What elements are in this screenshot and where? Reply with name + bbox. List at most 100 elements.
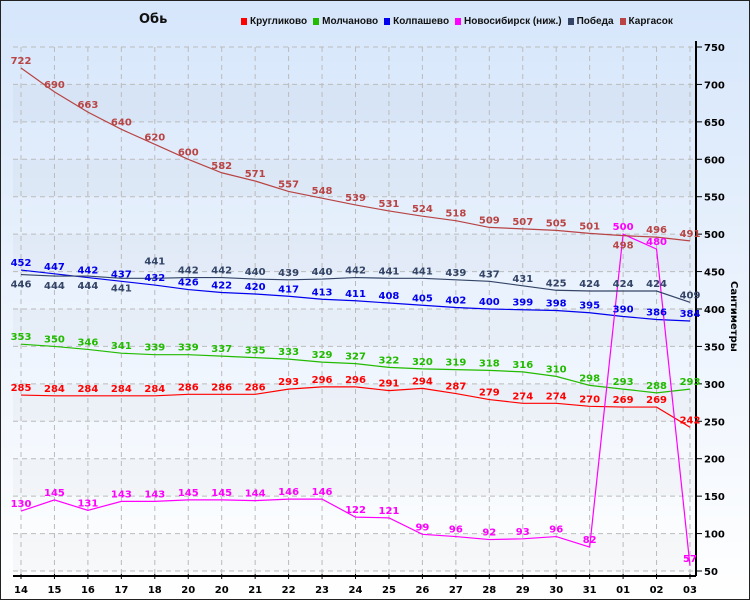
y-tick-label: 550 — [704, 193, 725, 204]
data-label: 437 — [111, 269, 132, 280]
data-label: 284 — [111, 384, 132, 395]
data-label: 690 — [44, 80, 65, 91]
legend-item[interactable]: Молчаново — [313, 16, 378, 27]
data-label: 386 — [646, 307, 667, 318]
y-tick-label: 250 — [704, 417, 725, 428]
data-label: 420 — [245, 282, 266, 293]
data-label: 335 — [245, 346, 266, 357]
legend-item[interactable]: Кругликово — [241, 16, 307, 27]
series-line — [20, 386, 691, 428]
data-label: 145 — [44, 488, 65, 499]
legend-label: Молчаново — [322, 16, 379, 27]
data-label: 319 — [445, 358, 466, 369]
data-label: 96 — [449, 525, 463, 536]
data-label: 663 — [77, 100, 98, 111]
x-tick-label: 30 — [549, 585, 563, 596]
data-label: 130 — [11, 499, 32, 510]
data-label: 442 — [77, 266, 98, 277]
data-label: 600 — [178, 147, 199, 158]
data-label: 408 — [379, 291, 400, 302]
x-tick-label: 27 — [449, 585, 463, 596]
y-tick-label: 600 — [704, 155, 725, 166]
data-label: 327 — [345, 352, 366, 363]
x-tick-label: 18 — [148, 585, 162, 596]
data-label: 57 — [683, 554, 697, 565]
data-label: 442 — [211, 266, 232, 277]
y-tick-label: 400 — [704, 305, 725, 316]
data-label: 439 — [278, 268, 299, 279]
data-label: 437 — [479, 269, 500, 280]
x-tick-label: 24 — [349, 585, 363, 596]
data-label: 424 — [579, 279, 600, 290]
legend-item[interactable]: Каргасок — [619, 16, 673, 27]
data-label: 286 — [178, 382, 199, 393]
data-label: 446 — [11, 280, 32, 291]
data-label: 293 — [680, 377, 701, 388]
y-tick-label: 650 — [704, 118, 725, 129]
data-label: 405 — [412, 293, 433, 304]
legend-label: Колпашево — [393, 16, 450, 27]
legend: Кругликово Молчаново Колпашево Новосибирск … — [241, 16, 673, 27]
legend-label: Каргасок — [628, 16, 673, 27]
data-label: 432 — [144, 273, 165, 284]
data-label: 498 — [613, 241, 634, 252]
data-label: 426 — [178, 278, 199, 289]
data-label: 620 — [144, 132, 165, 143]
data-label: 539 — [345, 193, 366, 204]
x-tick-label: 20 — [181, 585, 195, 596]
data-label: 92 — [482, 528, 496, 539]
data-label: 316 — [512, 360, 533, 371]
legend-swatch — [241, 18, 247, 25]
data-label: 398 — [546, 298, 567, 309]
x-tick-label: 01 — [616, 585, 630, 596]
data-label: 131 — [77, 498, 98, 509]
data-label: 99 — [415, 522, 429, 533]
data-label: 400 — [479, 297, 500, 308]
data-label: 270 — [579, 394, 600, 405]
data-label: 505 — [546, 218, 567, 229]
data-label: 294 — [412, 376, 433, 387]
data-label: 442 — [178, 266, 199, 277]
chart-title: Обь — [139, 12, 168, 27]
data-label: 93 — [516, 527, 530, 538]
x-tick-label: 02 — [650, 585, 664, 596]
data-label: 269 — [646, 395, 667, 406]
data-label: 146 — [312, 487, 333, 498]
data-label: 320 — [412, 357, 433, 368]
data-label: 501 — [579, 221, 600, 232]
data-label: 143 — [144, 489, 165, 500]
legend-label: Кругликово — [250, 16, 308, 27]
x-tick-label: 21 — [248, 585, 262, 596]
data-label: 640 — [111, 117, 132, 128]
data-label: 424 — [613, 279, 634, 290]
series-line — [20, 269, 691, 322]
y-tick-label: 500 — [704, 230, 725, 241]
y-tick-label: 450 — [704, 268, 725, 279]
data-label: 399 — [512, 298, 533, 309]
x-tick-label: 26 — [415, 585, 429, 596]
legend-item[interactable]: Победа — [567, 16, 614, 27]
data-label: 346 — [77, 337, 98, 348]
y-tick-label: 100 — [704, 530, 725, 541]
data-label: 440 — [312, 267, 333, 278]
data-label: 350 — [44, 334, 65, 345]
data-label: 582 — [211, 161, 232, 172]
data-label: 431 — [512, 274, 533, 285]
data-label: 447 — [44, 262, 65, 273]
data-label: 424 — [646, 279, 667, 290]
data-label: 296 — [312, 375, 333, 386]
x-tick-label: 16 — [81, 585, 95, 596]
series-line — [20, 67, 691, 242]
data-label: 509 — [479, 215, 500, 226]
legend-item[interactable]: Новосибирск (ниж.) — [455, 16, 562, 27]
data-label: 441 — [379, 266, 400, 277]
y-tick-label: 350 — [704, 342, 725, 353]
legend-item[interactable]: Колпашево — [384, 16, 449, 27]
data-label: 411 — [345, 289, 366, 300]
data-label: 286 — [245, 382, 266, 393]
y-axis-label: Сантиметры — [728, 281, 739, 352]
data-label: 402 — [445, 296, 466, 307]
x-tick-label: 15 — [47, 585, 61, 596]
